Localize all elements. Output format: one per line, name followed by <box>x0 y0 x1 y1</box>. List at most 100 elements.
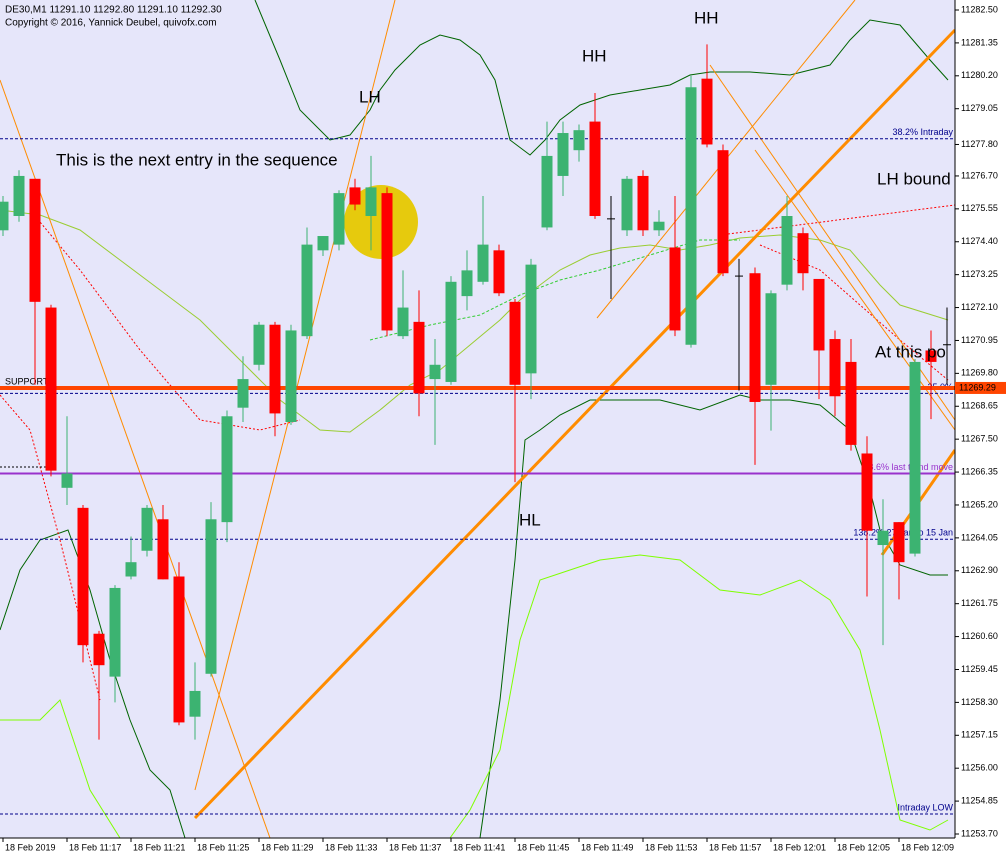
y-tick-label: 11272.10 <box>961 302 998 312</box>
x-tick-label: 18 Feb 11:33 <box>325 842 377 852</box>
trend-line <box>709 64 955 421</box>
x-tick-label: 18 Feb 11:41 <box>453 842 505 852</box>
y-tick-label: 11277.80 <box>961 139 998 149</box>
moving-average <box>719 204 955 236</box>
x-tick-label: 18 Feb 11:53 <box>645 842 697 852</box>
candle-body <box>861 453 873 531</box>
candle-body <box>61 473 73 488</box>
candle-body <box>205 519 217 674</box>
annotation: LH bound <box>877 169 951 188</box>
candle-body <box>429 364 441 380</box>
candle-body <box>381 193 393 331</box>
candle-body <box>525 264 537 374</box>
candle-body <box>237 379 249 408</box>
candle-body <box>637 175 649 231</box>
price-label: 11269.29 <box>959 382 996 392</box>
annotations: LH HH HH This is the next entry in the s… <box>56 8 951 529</box>
candle-body <box>29 178 41 302</box>
band-line <box>449 554 949 838</box>
moving-average <box>369 239 740 341</box>
candle-body <box>877 530 889 546</box>
x-tick-label: 18 Feb 11:57 <box>709 842 761 852</box>
x-tick-label: 18 Feb 11:17 <box>69 842 121 852</box>
x-tick-label: 18 Feb 11:49 <box>581 842 633 852</box>
trend-line <box>0 79 271 838</box>
y-tick-label: 11280.20 <box>961 70 998 80</box>
candle-body <box>797 233 809 274</box>
y-tick-label: 11253.70 <box>961 828 998 838</box>
candle-body <box>365 187 377 216</box>
y-tick-label: 11274.40 <box>961 236 998 246</box>
candle-body <box>221 416 233 523</box>
candle-body <box>685 87 697 345</box>
annotation: HH <box>582 46 607 65</box>
candle-body <box>781 216 793 285</box>
candle-body <box>173 576 185 723</box>
y-tick-label: 11266.35 <box>961 466 998 476</box>
y-tick-label: 11256.00 <box>961 763 998 773</box>
y-tick-label: 11275.55 <box>961 203 998 213</box>
candle-body <box>893 522 905 563</box>
candle-body <box>829 339 841 397</box>
candle-body <box>813 278 825 351</box>
candle-body <box>445 281 457 382</box>
candle-body <box>285 330 297 422</box>
candle-body <box>717 150 729 274</box>
y-tick-label: 11257.15 <box>961 730 998 740</box>
annotation: This is the next entry in the sequence <box>56 150 338 169</box>
moving-average <box>29 209 301 431</box>
candle-body <box>125 562 137 577</box>
y-tick-label: 11254.85 <box>961 795 998 805</box>
plot: 38.2% Intraday25.0%78.6% last trend move… <box>0 0 955 838</box>
y-tick-label: 11259.45 <box>961 664 998 674</box>
support-label: SUPPORT <box>5 376 49 386</box>
candle-body <box>509 301 521 385</box>
candle-body <box>653 221 665 231</box>
band-line <box>479 394 948 838</box>
x-tick-label: 18 Feb 12:09 <box>901 842 954 852</box>
annotation: HL <box>519 510 541 529</box>
trend-line <box>754 149 955 431</box>
candle-body <box>589 121 601 216</box>
candle-body <box>413 321 425 394</box>
x-tick-label: 18 Feb 11:29 <box>261 842 313 852</box>
y-tick-label: 11270.95 <box>961 335 998 345</box>
candle-body <box>461 270 473 297</box>
band-line <box>0 529 186 838</box>
candle-body <box>93 633 105 666</box>
y-tick-label: 11261.75 <box>961 598 998 608</box>
candle-body <box>573 130 585 151</box>
candle-body <box>109 587 121 677</box>
candle-body <box>557 133 569 176</box>
y-tick-label: 11264.05 <box>961 532 998 542</box>
candle-body <box>253 324 265 365</box>
price-box <box>955 381 1006 394</box>
candle-body <box>157 519 169 580</box>
candle-body <box>541 155 553 228</box>
candle-body <box>349 187 361 205</box>
plot-area <box>0 0 955 838</box>
x-tick-label: 18 Feb 11:45 <box>517 842 569 852</box>
x-tick-label: 18 Feb 11:21 <box>133 842 185 852</box>
candle-body <box>0 201 9 231</box>
candle-body <box>477 244 489 282</box>
candle-body <box>493 250 505 294</box>
chart-title: DE30,M1 11291.10 11292.80 11291.10 11292… <box>5 5 222 16</box>
candle-body <box>621 178 633 231</box>
candle-body <box>909 361 921 554</box>
y-tick-label: 11282.50 <box>961 4 998 14</box>
candle-body <box>13 175 25 216</box>
moving-average <box>759 244 949 381</box>
candle-body <box>77 507 89 646</box>
candle-body <box>141 507 153 551</box>
y-tick-label: 11273.25 <box>961 269 998 279</box>
y-tick-label: 11279.05 <box>961 103 998 113</box>
y-tick-label: 11265.20 <box>961 499 998 509</box>
level-label: Intraday LOW <box>897 802 953 812</box>
candle-body <box>397 307 409 337</box>
candle-body <box>669 247 681 331</box>
annotation: At this po <box>875 342 946 361</box>
candle-body <box>765 293 777 385</box>
